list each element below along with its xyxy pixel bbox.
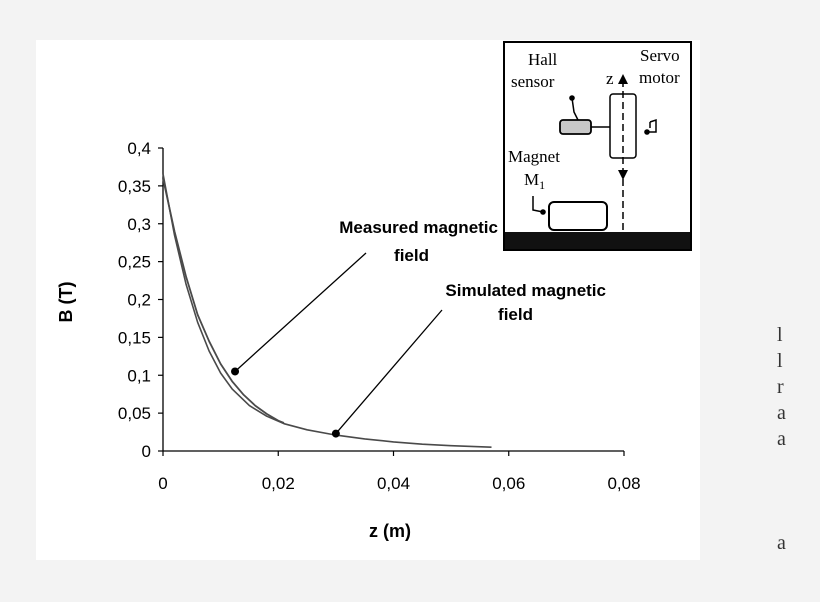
y-tick-label: 0,05 <box>118 404 151 423</box>
y-tick-label: 0 <box>142 442 151 461</box>
hall-sensor-leader <box>571 97 579 121</box>
side-text-fragment: r <box>777 376 784 398</box>
side-text-fragment <box>777 478 820 504</box>
y-axis-title: B (T) <box>56 282 76 323</box>
magnet-label-subscript: 1 <box>539 178 545 192</box>
magnet-label-line2: M1 <box>524 170 545 192</box>
simulated-annotation-line2: field <box>498 305 533 324</box>
y-tick-label: 0,4 <box>127 139 151 158</box>
arrow-up-icon <box>618 74 628 84</box>
x-tick-label: 0,08 <box>607 474 640 493</box>
measured-annotation-line1: Measured magnetic <box>339 218 498 237</box>
measured-annotation-line2: field <box>394 246 429 265</box>
hall-sensor-label-line2: sensor <box>511 72 555 91</box>
y-tick-label: 0,35 <box>118 177 151 196</box>
magnet-label-m: M <box>524 170 539 189</box>
magnet-label-line1: Magnet <box>508 147 560 166</box>
measured-leader-dot <box>231 367 240 376</box>
side-text-fragment: a <box>777 428 786 450</box>
hall-sensor-leader-dot <box>569 95 575 101</box>
servo-motor-leader <box>645 118 657 133</box>
y-tick-label: 0,25 <box>118 253 151 272</box>
measured-leader-line <box>234 252 367 372</box>
x-tick-label: 0,06 <box>492 474 525 493</box>
side-text-fragment <box>777 504 820 530</box>
hall-sensor-shape <box>559 119 592 135</box>
servo-motor-label-line1: Servo <box>640 46 680 65</box>
servo-motor-label-line2: motor <box>639 68 680 87</box>
setup-diagram-inset: Hall sensor Servo motor z Magnet M1 <box>503 41 692 251</box>
side-text-fragment <box>777 452 820 478</box>
inset-base-plate <box>505 232 690 249</box>
side-text-fragment: l <box>777 324 783 346</box>
arrow-down-icon <box>618 170 628 180</box>
side-text-fragment: a <box>777 402 786 424</box>
side-text-fragment: l <box>777 350 783 372</box>
magnet-leader-dot <box>540 209 546 215</box>
y-tick-label: 0,2 <box>127 291 151 310</box>
measured-field-line <box>162 178 285 424</box>
magnet-leader <box>532 196 544 213</box>
figure-panel: 0 0,02 0,04 0,06 0,08 0 0,05 0,1 0,15 0,2 0,25 0,3 0… <box>36 40 700 560</box>
side-text-fragment: a <box>777 532 786 554</box>
z-direction-label: z <box>606 69 614 88</box>
y-tick-label: 0,15 <box>118 328 151 347</box>
y-tick-label: 0,3 <box>127 215 151 234</box>
simulated-leader-line <box>335 309 443 435</box>
simulated-leader-dot <box>331 429 340 438</box>
y-tick-label: 0,1 <box>127 366 151 385</box>
x-tick-label: 0,04 <box>377 474 410 493</box>
x-tick-label: 0 <box>158 474 167 493</box>
hall-sensor-label-line1: Hall <box>528 50 558 69</box>
x-axis-title: z (m) <box>369 521 411 541</box>
simulated-annotation-line1: Simulated magnetic <box>445 281 606 300</box>
magnet-shape <box>548 201 608 231</box>
chart: 0 0,02 0,04 0,06 0,08 0 0,05 0,1 0,15 0,2 0,25 0,3 0… <box>56 41 692 541</box>
simulated-field-line <box>162 173 492 448</box>
x-tick-label: 0,02 <box>262 474 295 493</box>
servo-motor-leader-dot <box>644 129 650 135</box>
